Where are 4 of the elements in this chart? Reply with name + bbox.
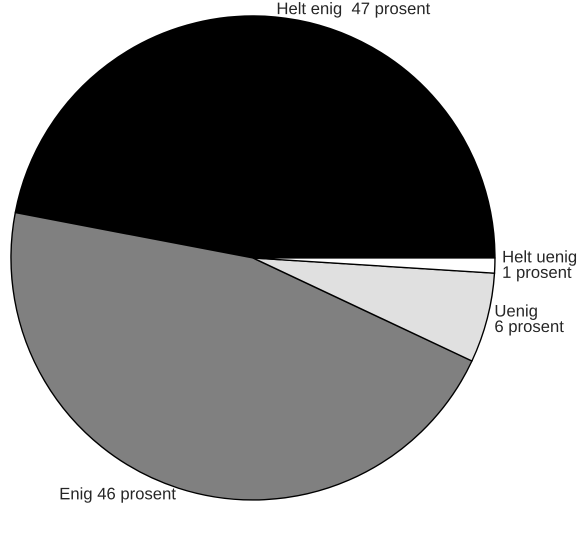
slice-label: Helt enig 47 prosent (278, 2, 430, 18)
slice-label: Uenig 6 prosent (495, 304, 564, 336)
slice-label: Helt uenig 1 prosent (503, 250, 576, 282)
slice-label: Enig 46 prosent (60, 487, 176, 503)
